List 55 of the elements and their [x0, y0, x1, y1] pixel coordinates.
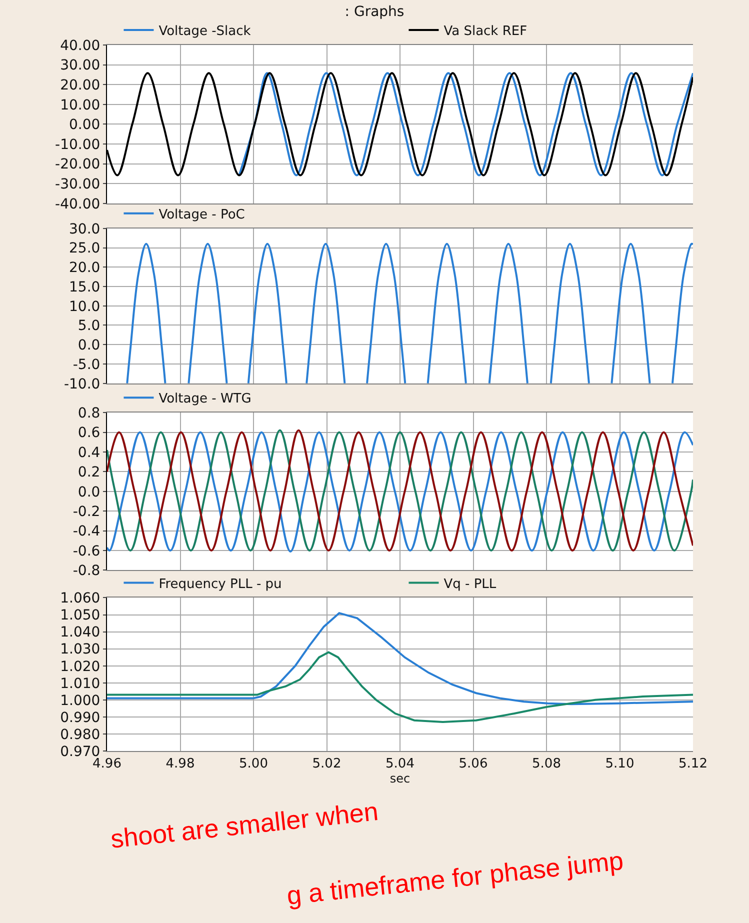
y-tick-label: -20.00 — [55, 156, 100, 173]
line-series — [107, 651, 693, 724]
legend-label: Frequency PLL - pu — [158, 576, 282, 592]
y-tick-label: 0.8 — [78, 406, 100, 422]
y-tick-label: 1.040 — [60, 624, 100, 641]
y-tick-label: 40.00 — [60, 38, 100, 54]
legend-label: Voltage - WTG — [158, 392, 252, 407]
y-tick-label: -40.00 — [55, 196, 100, 212]
y-tick-label: 0.980 — [60, 726, 100, 743]
x-tick-label: 5.02 — [312, 756, 342, 772]
y-tick-label: -0.8 — [72, 563, 100, 580]
x-tick-label: 5.12 — [678, 756, 708, 772]
y-tick-label: 1.030 — [60, 642, 100, 658]
y-tick-label: 10.00 — [60, 97, 100, 114]
y-tick-label: 0.990 — [60, 710, 100, 726]
y-tick-label: 30.0 — [69, 221, 100, 238]
legend-label: Va Slack REF — [444, 24, 528, 40]
y-tick-label: 20.00 — [60, 78, 100, 94]
y-tick-label: 0.2 — [78, 464, 100, 481]
x-tick-label: 4.98 — [166, 756, 195, 772]
y-tick-label: 0.4 — [78, 444, 100, 461]
y-tick-label: 1.020 — [60, 658, 100, 675]
x-tick-label: 4.96 — [92, 756, 122, 772]
y-tick-label: -0.4 — [72, 524, 100, 540]
y-tick-label: 0.6 — [78, 425, 100, 442]
y-tick-label: 5.0 — [78, 318, 100, 334]
legend-label: Vq - PLL — [444, 576, 497, 592]
y-tick-label: 0.0 — [78, 484, 100, 500]
y-tick-label: 0.0 — [78, 338, 100, 354]
y-tick-label: -0.6 — [72, 543, 100, 560]
y-tick-label: 30.00 — [60, 58, 100, 74]
y-tick-label: 1.060 — [60, 590, 100, 607]
y-tick-label: 1.000 — [60, 692, 100, 709]
y-tick-label: -0.2 — [72, 504, 100, 520]
x-axis-title: sec — [390, 772, 410, 786]
y-tick-label: -10.0 — [64, 376, 100, 392]
y-tick-label: 15.0 — [69, 279, 100, 296]
x-tick-label: 5.00 — [239, 756, 268, 772]
y-tick-label: 1.010 — [60, 676, 100, 692]
y-tick-label: 1.050 — [60, 608, 100, 624]
chart-title: : Graphs — [344, 4, 404, 20]
legend-label: Voltage -Slack — [158, 24, 252, 40]
legend-label: Voltage - PoC — [158, 207, 245, 222]
y-tick-label: -10.00 — [55, 136, 100, 153]
y-tick-label: 0.00 — [69, 117, 100, 134]
y-tick-label: -5.0 — [72, 356, 100, 373]
y-tick-label: 10.0 — [69, 298, 100, 315]
x-tick-label: 5.06 — [458, 756, 488, 772]
y-tick-label: 20.0 — [69, 260, 100, 276]
x-tick-label: 5.04 — [386, 756, 414, 772]
line-series — [107, 612, 693, 706]
y-tick-label: -30.00 — [55, 176, 100, 193]
y-tick-label: 25.0 — [69, 240, 100, 257]
x-tick-label: 5.10 — [605, 756, 634, 772]
x-tick-label: 5.08 — [532, 756, 561, 772]
